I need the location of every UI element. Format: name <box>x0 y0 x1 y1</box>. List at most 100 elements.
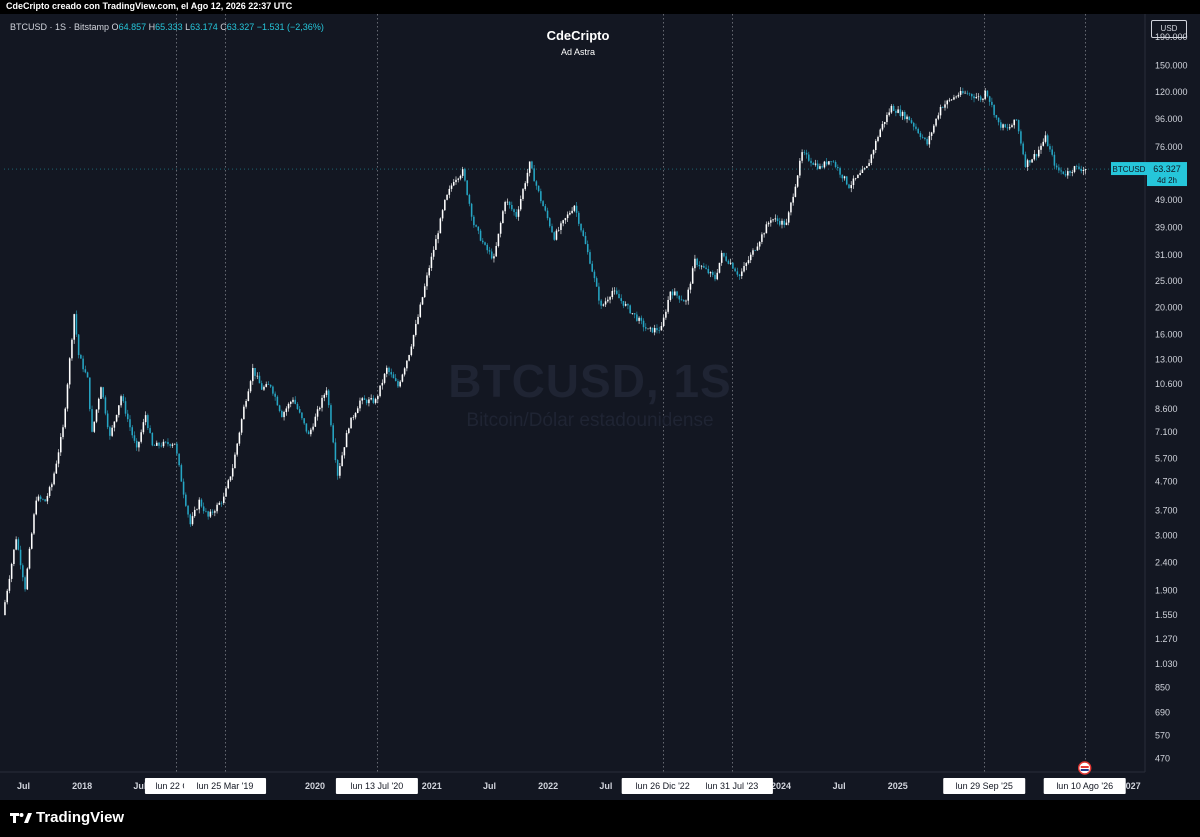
brand-footer <box>0 800 1200 837</box>
candle-body-78 <box>178 453 180 466</box>
y-tick-label: 8.600 <box>1155 404 1178 414</box>
y-tick-label: 10.600 <box>1155 379 1183 389</box>
candle-body-253 <box>569 212 571 215</box>
candle-body-258 <box>580 223 582 231</box>
candle-body-406 <box>910 120 913 123</box>
candle-body-273 <box>613 290 616 292</box>
candle-body-161 <box>363 398 366 400</box>
candle-body-75 <box>171 444 174 446</box>
candle-body-221 <box>497 233 500 246</box>
candle-body-366 <box>821 166 823 168</box>
candle-body-1 <box>6 590 8 603</box>
candle-body-484 <box>1084 169 1087 170</box>
candle-body-438 <box>982 98 984 100</box>
currency-button[interactable]: USD <box>1151 20 1187 38</box>
marker-label-1: lun 25 Mar '19 <box>197 781 254 791</box>
candle-body-268 <box>602 304 605 306</box>
candle-body-480 <box>1075 166 1078 167</box>
marker-label-0: lun 22 Oct <box>155 781 197 791</box>
candle-body-324 <box>727 260 730 264</box>
candle-body-189 <box>426 275 428 287</box>
candle-body-57 <box>131 427 134 436</box>
x-tick-label: 2021 <box>422 781 442 791</box>
candle-body-248 <box>557 229 560 231</box>
candle-body-390 <box>874 141 877 151</box>
candle-body-293 <box>658 330 660 331</box>
candle-body-257 <box>578 212 580 224</box>
candle-body-363 <box>814 163 817 165</box>
x-tick-label: Jul <box>133 781 146 791</box>
candle-body-149 <box>336 460 339 476</box>
tradingview-brand[interactable]: TradingView <box>10 809 124 826</box>
marker-label-2: lun 13 Jul '20 <box>351 781 404 791</box>
candle-body-111 <box>252 367 254 382</box>
candle-body-232 <box>522 189 524 199</box>
candle-body-443 <box>993 104 995 116</box>
candle-body-473 <box>1060 170 1062 172</box>
candle-body-184 <box>415 323 417 335</box>
candle-body-252 <box>566 214 569 219</box>
candle-body-239 <box>537 185 540 192</box>
candle-body-11 <box>28 548 31 569</box>
candle-body-470 <box>1053 154 1056 166</box>
candle-body-419 <box>939 106 942 116</box>
candle-body-71 <box>162 441 165 447</box>
y-tick-label: 16.000 <box>1155 329 1183 339</box>
candle-body-287 <box>645 327 647 329</box>
candle-body-371 <box>832 161 835 163</box>
candle-body-188 <box>423 286 426 298</box>
candle-body-333 <box>747 260 750 264</box>
candle-body-286 <box>642 320 645 328</box>
candle-body-337 <box>756 246 759 251</box>
candle-body-340 <box>763 233 765 235</box>
last-price-box <box>1147 162 1187 187</box>
candle-body-377 <box>845 176 848 185</box>
candle-body-365 <box>819 166 821 169</box>
x-tick-label: 2018 <box>72 781 92 791</box>
candle-body-167 <box>377 396 379 400</box>
candle-body-165 <box>372 398 375 403</box>
candle-body-243 <box>546 210 549 219</box>
candle-body-24 <box>57 452 60 464</box>
candle-body-424 <box>950 99 953 101</box>
candle-body-200 <box>450 185 453 189</box>
candle-body-218 <box>490 251 493 259</box>
candle-body-182 <box>410 346 413 356</box>
price-chart[interactable]: 190.000150.000120.00096.00076.00061.0004… <box>0 14 1200 800</box>
candle-body-231 <box>519 198 522 210</box>
candle-body-106 <box>240 419 243 433</box>
candle-body-413 <box>926 139 928 145</box>
candle-body-158 <box>356 408 359 414</box>
candle-body-85 <box>193 509 196 517</box>
candle-body-209 <box>470 203 473 217</box>
symbol-legend: BTCUSD · 1S · Bitstamp O64.857 H65.333 L… <box>10 22 324 32</box>
candle-body-176 <box>397 381 399 387</box>
candle-body-394 <box>883 121 886 125</box>
y-tick-label: 31.000 <box>1155 250 1183 260</box>
capture-caption: CdeCripto creado con TradingView.com, el… <box>6 1 293 11</box>
candle-body-291 <box>653 328 656 333</box>
candle-body-205 <box>461 169 464 176</box>
candle-body-45 <box>104 397 107 414</box>
candle-body-70 <box>160 445 163 447</box>
candle-body-310 <box>696 258 698 265</box>
candle-body-127 <box>287 403 290 409</box>
candle-body-384 <box>861 169 864 173</box>
marker-label-box-1 <box>184 778 267 794</box>
candle-body-171 <box>385 367 388 374</box>
candle-body-107 <box>243 406 245 420</box>
candle-body-160 <box>361 398 363 401</box>
candle-body-285 <box>640 317 643 321</box>
candle-body-101 <box>229 476 232 481</box>
candle-body-181 <box>408 355 410 361</box>
candle-body-125 <box>283 412 285 418</box>
event-flag-stripe-2 <box>1080 769 1089 771</box>
candle-body-355 <box>796 175 799 187</box>
candle-body-462 <box>1035 154 1038 157</box>
candle-body-325 <box>729 262 732 264</box>
candle-body-192 <box>432 249 435 257</box>
candle-body-478 <box>1071 171 1074 173</box>
candle-body-320 <box>718 262 721 273</box>
candle-body-389 <box>872 150 875 155</box>
candle-body-84 <box>191 516 194 525</box>
